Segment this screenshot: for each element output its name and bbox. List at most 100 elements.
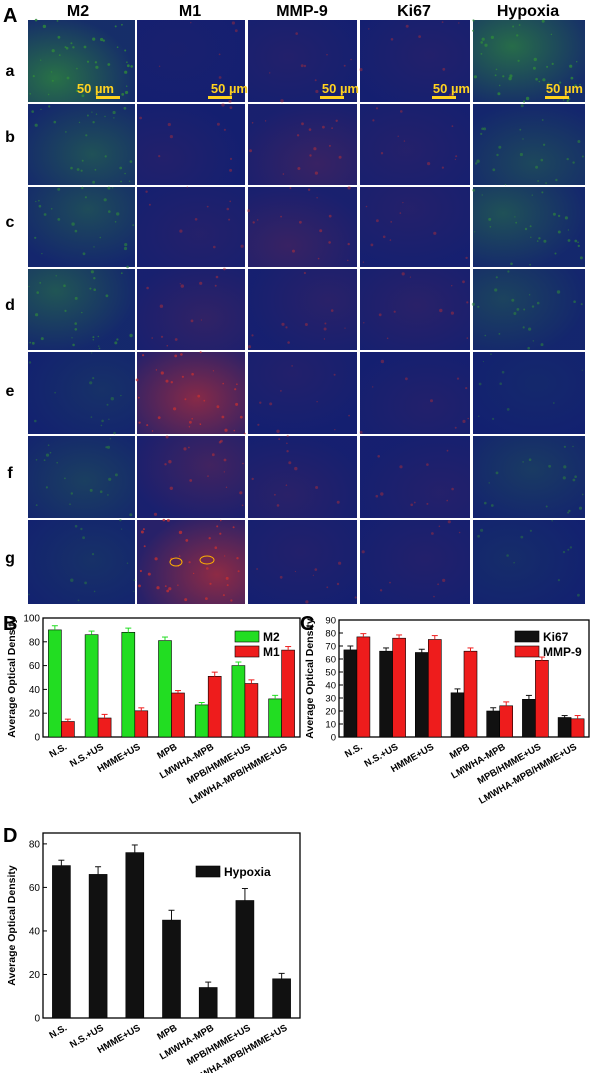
tile-stain-speck (51, 49, 55, 53)
micrograph-tile-g-ki67 (360, 520, 470, 604)
tile-stain-speck (386, 337, 389, 340)
tile-stain-speck (180, 284, 184, 288)
tile-stain-speck (305, 600, 309, 604)
tile-stain-speck (126, 562, 129, 564)
tile-stain-speck (350, 58, 352, 61)
tile-stain-speck (69, 503, 71, 506)
micrograph-tile-d-m1 (137, 267, 245, 350)
tile-stain-speck (287, 341, 290, 344)
tile-stain-speck (170, 381, 173, 384)
tile-stain-speck (104, 115, 106, 118)
tile-stain-layer (248, 436, 357, 518)
tile-stain-layer (473, 20, 585, 102)
tile-stain-speck (393, 310, 396, 313)
tile-stain-speck (480, 132, 483, 135)
tile-stain-speck (522, 326, 525, 329)
bar-m1 (97, 717, 112, 738)
tile-stain-speck (164, 463, 167, 466)
tile-stain-speck (455, 155, 458, 158)
tile-stain-speck (480, 528, 484, 532)
tile-stain-speck (56, 20, 59, 22)
tile-stain-speck (113, 431, 116, 435)
tile-stain-speck (105, 294, 109, 298)
tile-stain-speck (437, 583, 439, 586)
y-tick-label: 80 (29, 637, 41, 648)
row-labels: a b c d e f g (5, 63, 15, 567)
bar-m1 (281, 649, 295, 738)
tile-stain-speck (133, 590, 135, 592)
tile-stain-layer (473, 352, 585, 434)
tile-stain-speck (572, 161, 575, 164)
tile-stain-speck (121, 93, 125, 96)
tile-stain-speck (488, 482, 490, 484)
tile-stain-speck (456, 377, 460, 380)
tile-stain-speck (63, 284, 66, 288)
bar-mmp9 (392, 637, 406, 738)
column-header-mmp9: MMP-9 (276, 3, 328, 20)
legend-swatch (234, 630, 260, 643)
tile-stain-speck (499, 84, 501, 87)
micrograph-tile-e-m2 (28, 352, 135, 435)
tile-stain-speck (81, 94, 85, 98)
tile-stain-speck (562, 476, 566, 480)
micrograph-grid: M2 M1 MMP-9 Ki67 Hypoxia a b c d e f g 5… (5, 3, 585, 604)
y-tick-label: 0 (331, 733, 336, 744)
tile-stain-layer (248, 20, 357, 102)
vessel-outline (199, 555, 215, 565)
tile-stain-speck (192, 572, 195, 575)
tile-stain-speck (231, 21, 235, 25)
tile-stain-speck (41, 253, 43, 255)
micrograph-tile-e-hypoxia (473, 352, 585, 434)
tile-stain-speck (328, 144, 331, 147)
tile-stain-speck (174, 354, 178, 358)
tile-stain-speck (239, 415, 243, 419)
tile-stain-speck (94, 168, 97, 171)
tile-stain-speck (563, 445, 567, 448)
tile-stain-layer (360, 520, 470, 604)
tile-stain-speck (528, 458, 532, 462)
tile-stain-speck (199, 281, 203, 285)
tile-stain-speck (581, 155, 584, 158)
tile-stain-speck (481, 127, 484, 131)
tile-stain-layer (360, 352, 470, 434)
tile-stain-speck (528, 294, 531, 296)
tile-stain-speck (512, 25, 515, 28)
tile-stain-speck (35, 200, 37, 203)
tile-stain-speck (363, 322, 365, 324)
tile-stain-speck (226, 207, 230, 211)
micrograph-tile-f-mmp9 (248, 434, 357, 518)
tile-stain-speck (529, 263, 531, 266)
tile-stain-speck (323, 338, 326, 340)
tile-stain-speck (146, 424, 149, 427)
tile-stain-speck (509, 74, 513, 78)
tile-stain-speck (236, 557, 239, 560)
tile-stain-speck (517, 59, 520, 62)
bar-ki67 (486, 710, 501, 738)
tile-stain-speck (109, 438, 112, 440)
tile-stain-speck (47, 93, 50, 96)
tile-stain-speck (372, 386, 374, 388)
tile-stain-speck (43, 459, 46, 462)
tile-stain-speck (111, 187, 114, 189)
micrograph-tile-c-m2 (28, 186, 135, 269)
tile-stain-layer (248, 187, 357, 267)
tile-stain-speck (93, 288, 96, 292)
tile-stain-speck (234, 388, 237, 391)
y-axis-label: Average Optical Density (304, 618, 316, 739)
tile-stain-speck (129, 160, 133, 163)
tile-stain-speck (100, 37, 104, 42)
tile-stain-speck (276, 504, 280, 507)
tile-stain-speck (71, 337, 73, 339)
tile-stain-speck (545, 182, 547, 185)
tile-stain-speck (576, 61, 578, 63)
tile-stain-speck (377, 455, 381, 458)
tile-stain-speck (519, 152, 524, 157)
tile-stain-speck (223, 458, 227, 462)
tile-stain-speck (184, 598, 188, 602)
tile-stain-speck (108, 210, 111, 213)
tile-stain-speck (188, 426, 191, 428)
tile-stain-speck (218, 76, 222, 79)
tile-stain-speck (110, 397, 115, 401)
tile-stain-speck (328, 214, 332, 218)
